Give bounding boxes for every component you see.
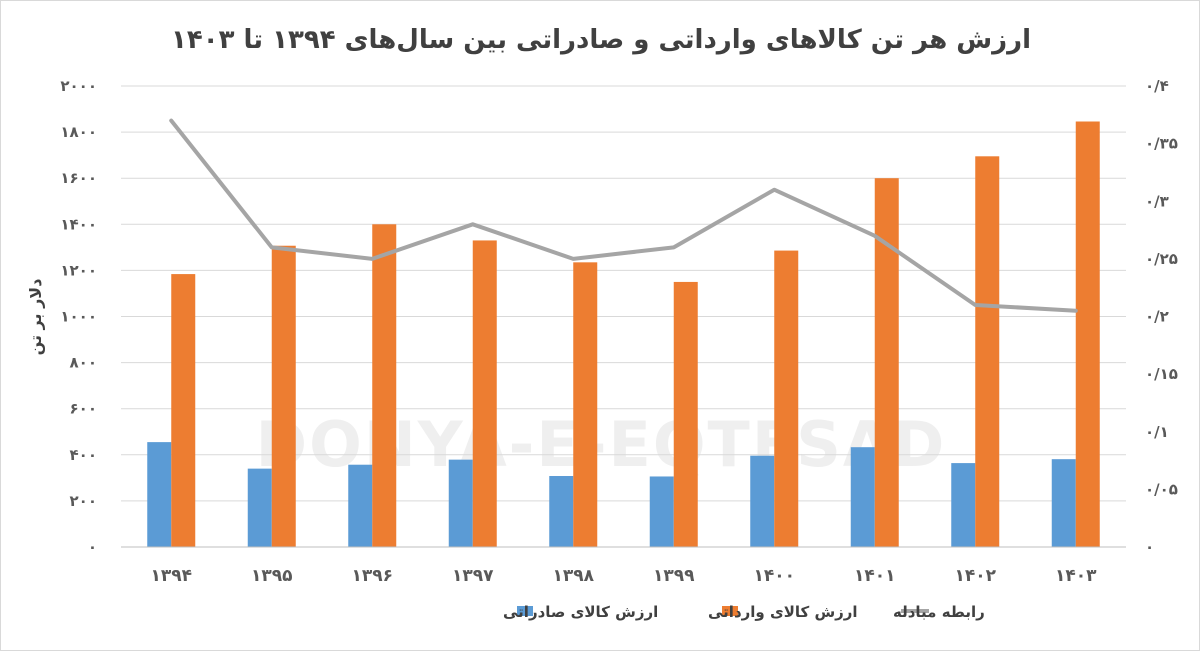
y2-tick-label: ۰/۰۵	[1145, 480, 1178, 498]
x-tick-label: ۱۴۰۳	[1055, 566, 1097, 586]
y-tick-label: ۱۴۰۰	[60, 215, 97, 233]
import-value-bar	[874, 178, 899, 547]
y2-tick-label: ۰/۳۵	[1145, 135, 1178, 153]
x-tick-label: ۱۳۹۴	[150, 566, 192, 586]
y-tick-label: ۰	[88, 538, 97, 556]
legend-export-label: ارزش کالای صادراتی	[503, 603, 658, 621]
y-tick-label: ۶۰۰	[70, 400, 97, 418]
x-tick-label: ۱۳۹۸	[552, 566, 594, 586]
y-axis-title: دلار بر تن	[26, 279, 45, 356]
export-value-bar	[348, 464, 373, 547]
legend-exchange-ratio-label: رابطه مبادله	[893, 603, 985, 621]
y2-tick-label: ۰/۲۵	[1145, 250, 1178, 268]
import-value-bar	[1075, 121, 1100, 547]
y2-tick-label: ۰/۲	[1145, 308, 1169, 326]
exchange-ratio-line	[169, 118, 1078, 313]
export-value-bar	[951, 463, 976, 547]
export-value-bar	[750, 455, 775, 547]
import-value-bar	[673, 281, 698, 547]
export-value-bar	[850, 447, 875, 547]
import-value-bar	[774, 250, 799, 547]
export-value-bar	[247, 468, 272, 547]
legend: رابطه مبادله ارزش کالای وارداتی ارزش کالای…	[503, 603, 985, 621]
exchange-ratio-point	[973, 303, 977, 307]
y-tick-label: ۲۰۰۰	[60, 77, 97, 95]
import-value-bar	[472, 240, 497, 547]
x-tick-label: ۱۴۰۰	[753, 566, 795, 586]
exchange-ratio-point	[873, 234, 877, 238]
y-tick-label: ۱۲۰۰	[60, 261, 97, 279]
y-tick-label: ۱۰۰۰	[60, 308, 97, 326]
exchange-ratio-point	[169, 119, 173, 123]
x-tick-label: ۱۳۹۹	[653, 566, 695, 586]
bars	[147, 121, 1100, 548]
exchange-ratio-point	[772, 188, 776, 192]
exchange-ratio-point	[1074, 309, 1078, 313]
y-tick-label: ۸۰۰	[70, 354, 97, 372]
legend-export-swatch	[517, 606, 533, 616]
import-value-bar	[271, 245, 296, 547]
chart-title: ارزش هر تن کالاهای وارداتی و صادراتی بین…	[171, 25, 1031, 55]
y2-tick-label: ۰/۱۵	[1145, 365, 1178, 383]
import-value-bar	[171, 274, 196, 547]
exchange-ratio-point	[571, 257, 575, 261]
exchange-ratio-point	[471, 222, 475, 226]
x-tick-label: ۱۳۹۵	[251, 566, 293, 586]
import-value-bar	[372, 224, 397, 548]
y-tick-label: ۱۶۰۰	[60, 169, 97, 187]
y-tick-label: ۱۸۰۰	[60, 123, 97, 141]
legend-import-label: ارزش کالای وارداتی	[708, 603, 858, 621]
exchange-ratio-line-layer	[169, 118, 1078, 313]
export-value-bar	[1051, 459, 1076, 547]
y-tick-label: ۴۰۰	[70, 446, 97, 464]
y-tick-label: ۲۰۰	[70, 492, 97, 510]
exchange-ratio-point	[270, 245, 274, 249]
exchange-ratio-point	[370, 257, 374, 261]
x-tick-label: ۱۴۰۱	[854, 566, 896, 586]
legend-import-swatch	[722, 606, 738, 616]
y2-tick-label: ۰	[1145, 538, 1154, 556]
axes: ۰ ۲۰۰ ۴۰۰ ۶۰۰ ۸۰۰ ۱۰۰۰ ۱۲۰۰ ۱۴۰۰ ۱۶۰۰ ۱۸۰۰ ۲۰۰۰ ۰ ۰/…	[60, 77, 1178, 586]
import-value-bar	[573, 262, 598, 547]
exchange-ratio-point	[672, 245, 676, 249]
y2-tick-label: ۰/۴	[1145, 77, 1169, 95]
y2-tick-label: ۰/۱	[1145, 423, 1169, 441]
export-value-bar	[649, 476, 674, 547]
export-value-bar	[147, 442, 172, 547]
x-tick-label: ۱۳۹۶	[351, 566, 393, 586]
export-value-bar	[549, 476, 574, 547]
x-tick-label: ۱۳۹۷	[452, 566, 494, 586]
x-tick-label: ۱۴۰۲	[954, 566, 996, 586]
export-value-bar	[448, 459, 473, 547]
import-value-bar	[975, 156, 1000, 548]
y2-tick-label: ۰/۳	[1145, 192, 1169, 210]
